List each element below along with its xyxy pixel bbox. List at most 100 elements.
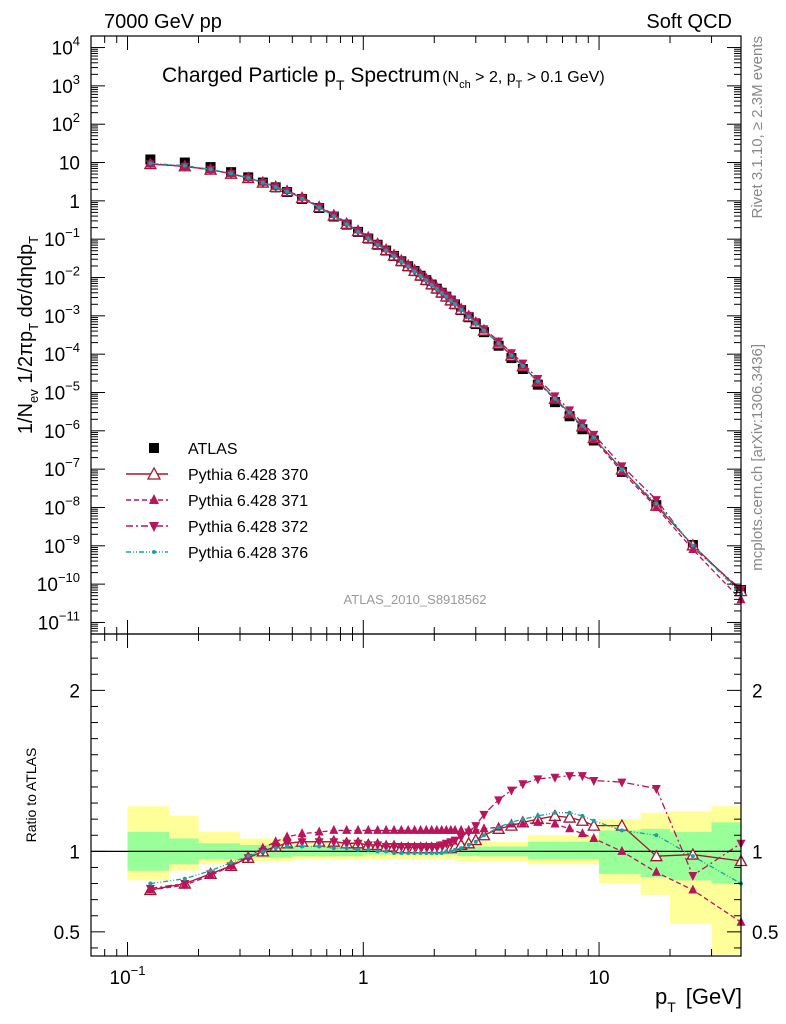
ratio-point-2: [565, 823, 575, 833]
ratio-point-2: [456, 824, 466, 834]
legend-marker-4: [152, 550, 156, 554]
chart-title-main-sub: T: [336, 77, 345, 93]
ratio-point-4: [260, 849, 265, 854]
main-y-tick-label-base: 10: [44, 307, 65, 328]
ratio-point-4: [182, 876, 187, 881]
ratio-point-4: [273, 846, 278, 851]
ratio-point-4: [591, 818, 596, 823]
main-y-tick-label-exp: −11: [59, 608, 80, 623]
ratio-panel-frame: [90, 633, 742, 957]
main-point-4: [406, 264, 411, 269]
main-y-tick-label: 10−7: [44, 455, 80, 481]
ratio-point-4: [429, 850, 434, 855]
ratio-point-2: [416, 824, 426, 834]
main-y-tick-label: 10−6: [44, 417, 80, 443]
main-y-tick-label: 10−9: [44, 532, 80, 558]
main-point-4: [520, 363, 525, 368]
ratio-point-2: [353, 824, 363, 834]
main-point-4: [246, 175, 251, 180]
ratio-plot-layer: [91, 772, 748, 955]
main-y-tick-label-base: 10: [44, 460, 65, 481]
ratio-point-4: [535, 813, 540, 818]
main-y-tick-label: 102: [52, 110, 80, 136]
main-y-tick-label-exp: −1: [65, 225, 80, 240]
main-point-3: [577, 419, 587, 429]
main-point-4: [300, 196, 305, 201]
ratio-point-3: [396, 843, 406, 853]
ratio-y-tick-label-left: 1: [69, 842, 80, 863]
ratio-point-4: [375, 849, 380, 854]
analysis-watermark: ATLAS_2010_S8918562: [344, 592, 487, 607]
main-y-tick-label: 10−2: [44, 264, 80, 290]
ratio-point-4: [496, 825, 501, 830]
main-y-tick-label-base: 10: [37, 575, 58, 596]
main-y-tick-label-base: 10: [44, 537, 65, 558]
x-tick-label-base: 10: [588, 968, 609, 989]
ratio-point-4: [392, 850, 397, 855]
ratio-point-2: [271, 836, 281, 846]
main-point-4: [535, 379, 540, 384]
main-y-tick-label-exp: 4: [73, 34, 80, 49]
main-point-4: [208, 167, 213, 172]
ratio-point-4: [509, 820, 514, 825]
chart-title-main: Charged Particle p: [162, 64, 336, 87]
header-beam-energy: 7000 GeV pp: [104, 11, 222, 33]
main-point-4: [690, 543, 695, 548]
main-y-tick-label: 10−3: [44, 302, 80, 328]
ratio-point-3: [456, 833, 466, 843]
ratio-point-4: [285, 844, 290, 849]
ratio-point-3: [432, 843, 442, 853]
ratio-point-4: [619, 828, 624, 833]
ratio-point-2: [373, 824, 383, 834]
legend-marker-2: [149, 494, 159, 504]
main-point-4: [429, 282, 434, 287]
ratio-point-4: [654, 833, 659, 838]
main-point-4: [466, 314, 471, 319]
ratio-point-4: [317, 844, 322, 849]
ratio-point-3: [479, 810, 489, 820]
ratio-point-2: [329, 824, 339, 834]
ratio-point-3: [403, 843, 413, 853]
ratio-point-4: [148, 881, 153, 886]
main-point-4: [459, 307, 464, 312]
main-y-tick-label: 10−4: [44, 340, 80, 366]
main-y-tick-label-exp: −9: [65, 532, 80, 547]
side-label-rivet: Rivet 3.1.10, ≥ 2.3M events: [749, 36, 766, 219]
main-y-tick-label-exp: 2: [73, 110, 80, 125]
main-point-4: [229, 171, 234, 176]
ratio-point-4: [424, 850, 429, 855]
main-y-tick-label-exp: 3: [73, 72, 80, 87]
ratio-point-1: [649, 849, 663, 862]
ratio-point-2: [389, 824, 399, 834]
ratio-point-3: [342, 839, 352, 849]
legend-label-4: Pythia 6.428 376: [188, 545, 308, 562]
main-y-tick-label-exp: −2: [65, 264, 80, 279]
x-tick-label: 10−1: [110, 963, 146, 989]
x-axis-labels: 10−1 1 10: [110, 963, 610, 989]
legend: ATLAS Pythia 6.428 370 Pythia 6.428 371 Pyt…: [126, 441, 308, 562]
ratio-point-1: [575, 813, 590, 826]
main-point-4: [434, 286, 439, 291]
ratio-point-4: [448, 849, 453, 854]
main-y-tick-label: 10−8: [44, 493, 80, 519]
ratio-point-4: [580, 813, 585, 818]
main-axes: 10410310210110−110−210−310−410−510−610−7…: [37, 34, 742, 635]
x-tick-label: 1: [358, 968, 369, 989]
main-point-4: [273, 185, 278, 190]
main-y-tick-label-base: 10: [52, 115, 73, 136]
ratio-point-2: [550, 818, 560, 828]
main-point-3: [617, 462, 627, 472]
legend-label-0: ATLAS: [188, 441, 238, 458]
ratio-point-1: [587, 818, 601, 831]
ratio-point-4: [406, 850, 411, 855]
ratio-point-4: [434, 850, 439, 855]
ratio-y-tick-label-right: 0.5: [752, 923, 778, 944]
main-y-tick-label-base: 10: [44, 498, 65, 519]
main-point-4: [392, 254, 397, 259]
ratio-point-2: [410, 824, 420, 834]
main-point-4: [412, 269, 417, 274]
ratio-point-2: [577, 828, 587, 838]
ratio-point-2: [651, 866, 661, 876]
main-y-tick-label: 1: [69, 192, 80, 213]
main-point-4: [424, 278, 429, 283]
